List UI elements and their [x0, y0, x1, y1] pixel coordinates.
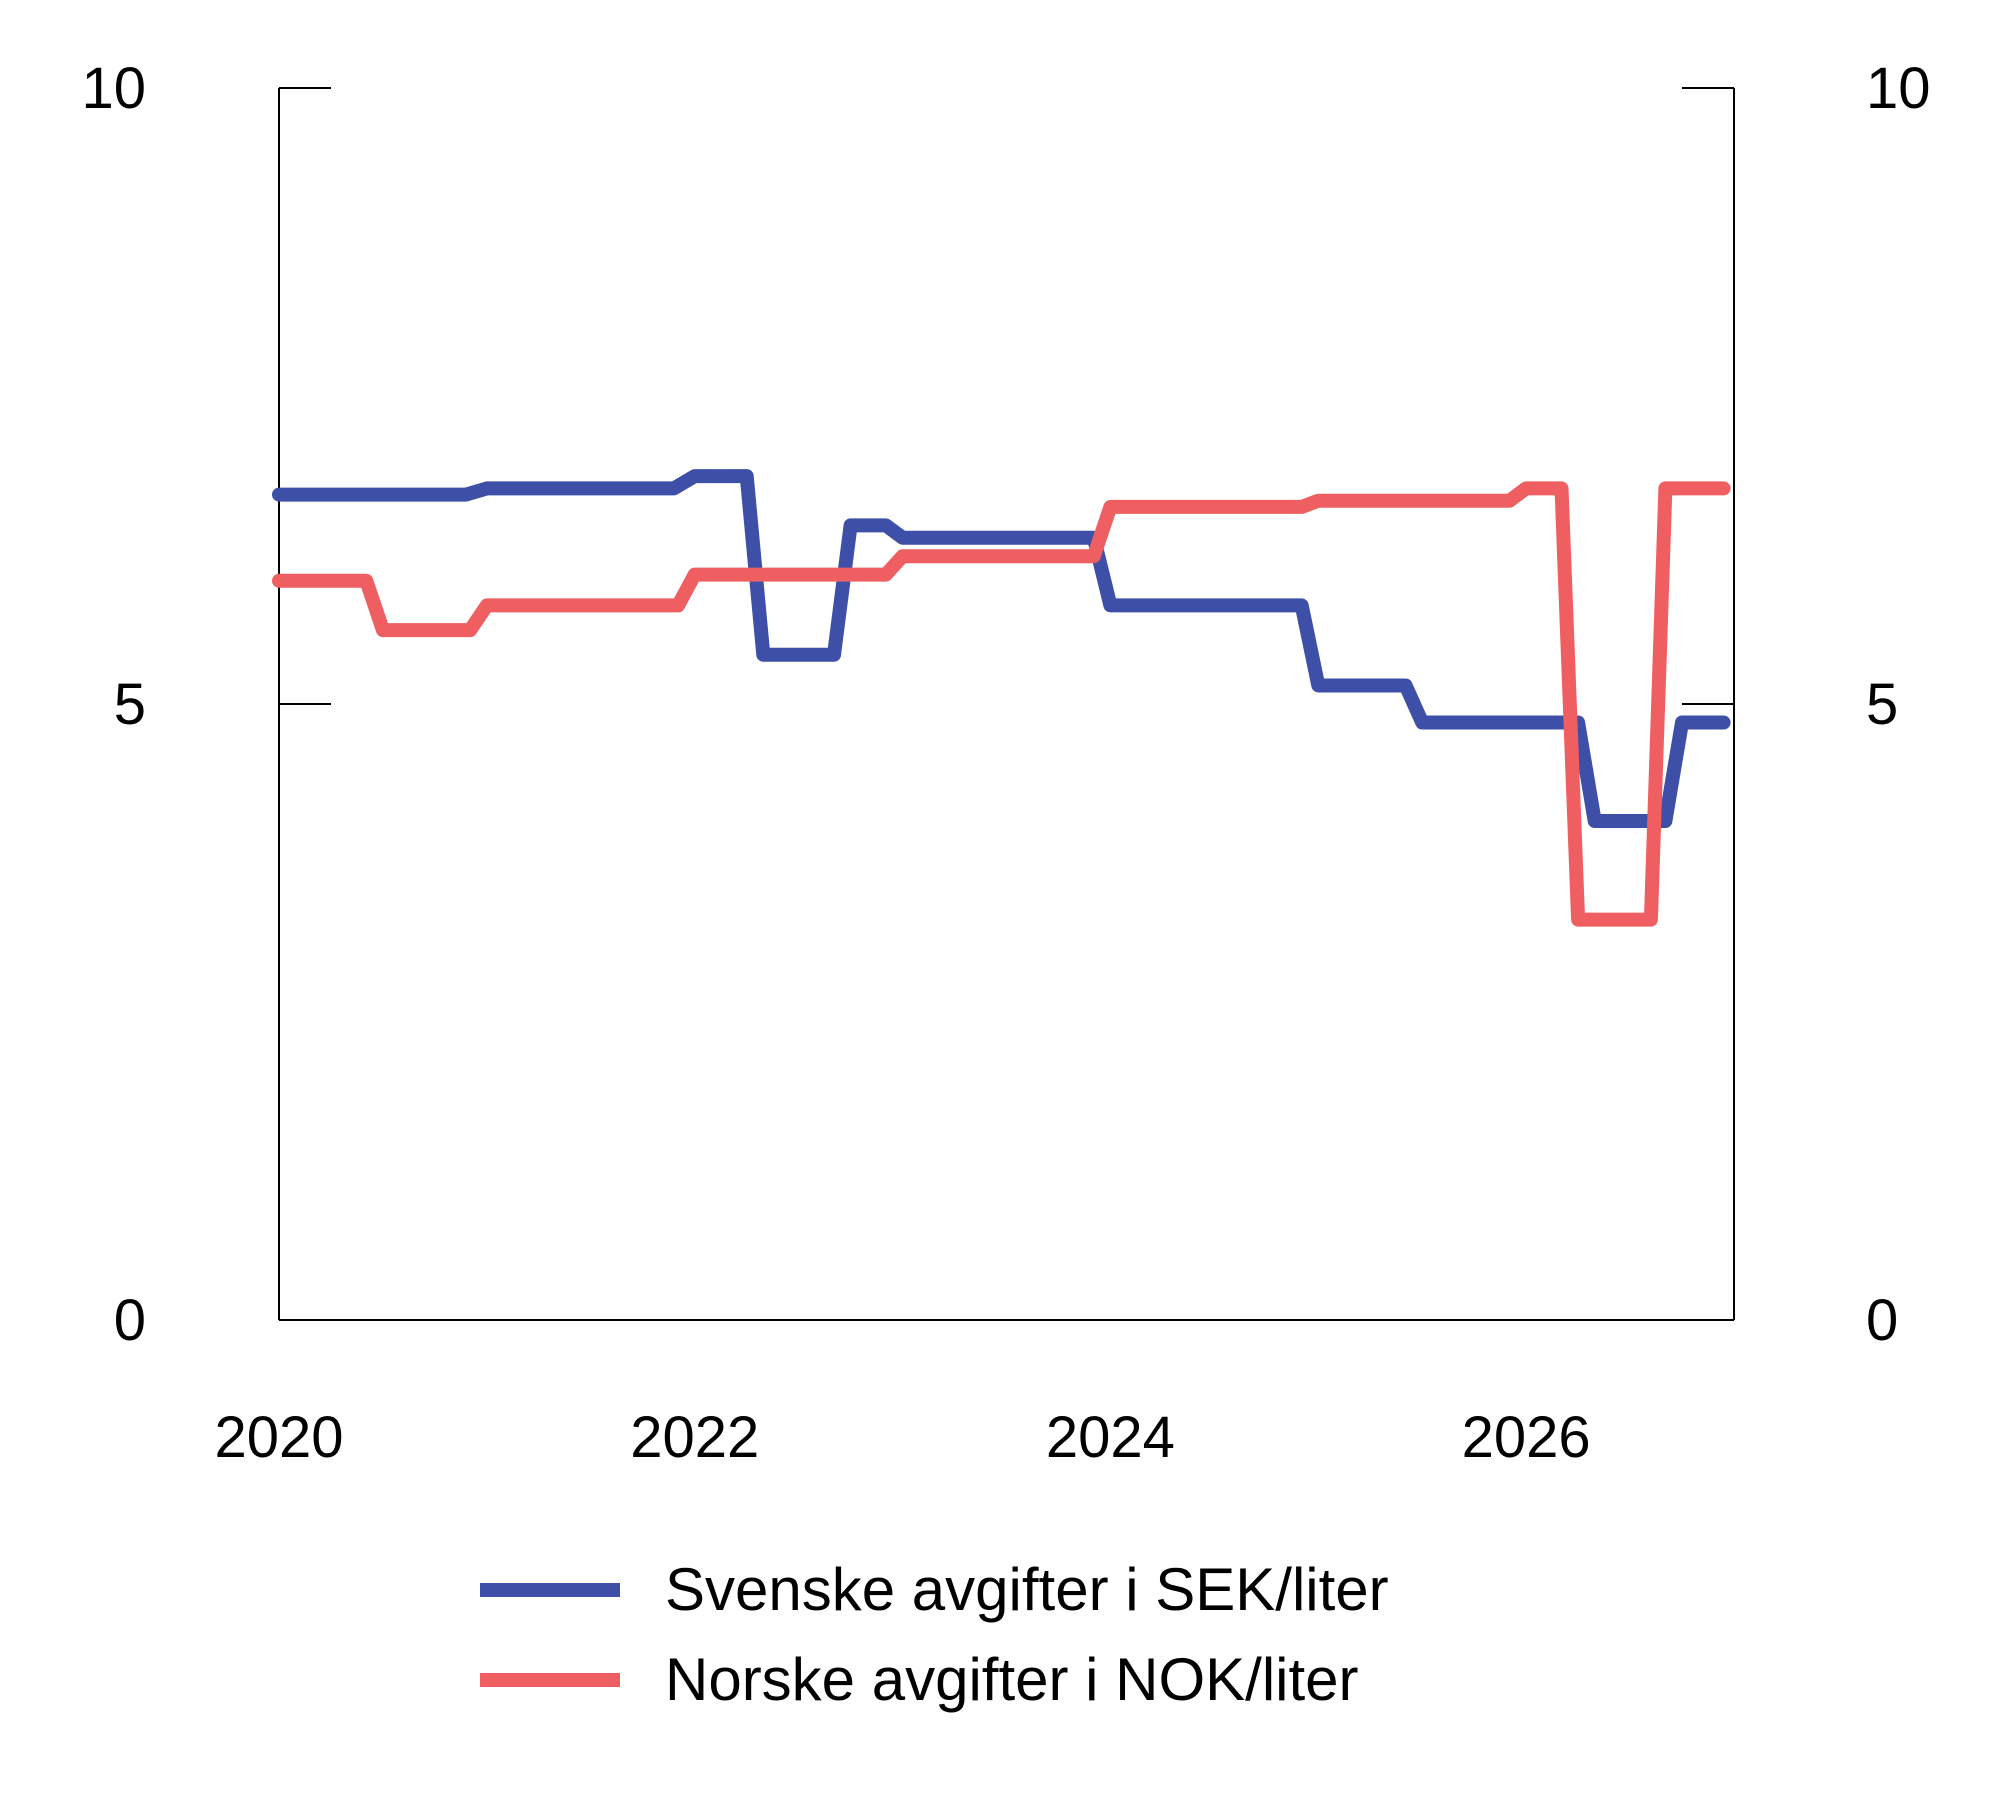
x-tick-label: 2024 [1046, 1405, 1175, 1470]
y-tick-left-label: 10 [81, 56, 146, 121]
y-tick-right-label: 10 [1866, 56, 1931, 121]
series-line-norske [272, 481, 1731, 927]
legend-label-svenske: Svenske avgifter i SEK/liter [665, 1556, 1389, 1623]
legend-swatch-norske [480, 1673, 620, 1687]
x-tick-label: 2022 [630, 1405, 759, 1470]
y-tick-right-label: 0 [1866, 1288, 1898, 1353]
legend-swatch-svenske [480, 1583, 620, 1597]
y-tick-left-label: 5 [114, 672, 146, 737]
series-line-svenske [272, 469, 1731, 828]
series-layer [272, 469, 1731, 927]
x-tick-label: 2026 [1462, 1405, 1591, 1470]
y-tick-left-label: 0 [114, 1288, 146, 1353]
legend-label-norske: Norske avgifter i NOK/liter [665, 1646, 1359, 1713]
y-tick-right-label: 5 [1866, 672, 1898, 737]
axis-ticks: 0 5 10 0 5 10 2020 2022 2024 2026 [81, 56, 1930, 1470]
x-tick-label: 2020 [214, 1405, 343, 1470]
